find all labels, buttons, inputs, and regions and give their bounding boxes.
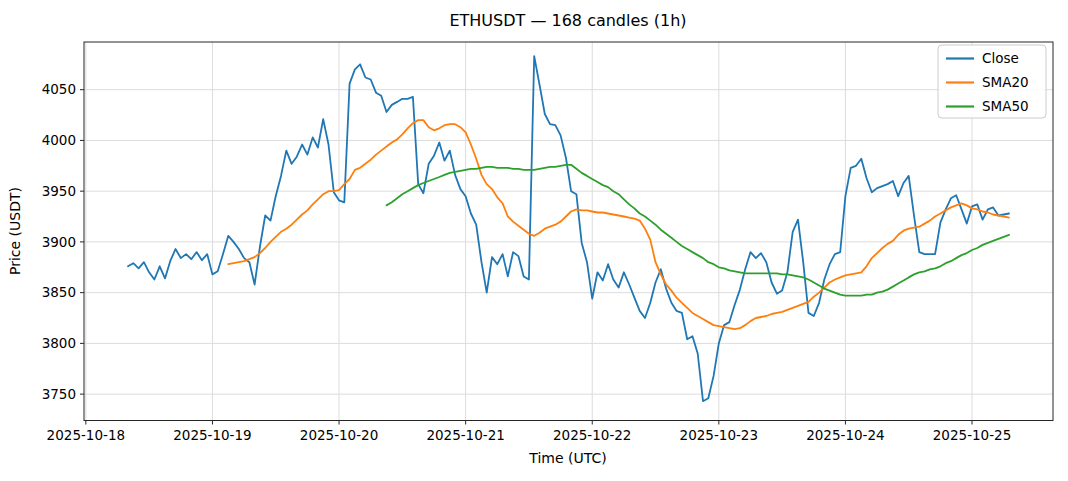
- x-tick-label: 2025-10-18: [47, 427, 125, 443]
- legend-label: SMA50: [982, 98, 1029, 114]
- x-tick-label: 2025-10-22: [553, 427, 631, 443]
- y-tick-label: 3800: [42, 335, 76, 351]
- chart-figure: 3750 3800 3850 3900 3950 4000 4050 2025-10-18 20…: [0, 0, 1068, 481]
- x-tick-label: 2025-10-20: [300, 427, 378, 443]
- y-tick-label: 4050: [42, 81, 76, 97]
- y-tick-label: 3950: [42, 183, 76, 199]
- chart-title: ETHUSDT — 168 candles (1h): [449, 11, 686, 30]
- x-tick-label: 2025-10-23: [680, 427, 758, 443]
- x-tick-label: 2025-10-19: [173, 427, 251, 443]
- plot-area: 3750 3800 3850 3900 3950 4000 4050 2025-10-18 20…: [42, 42, 1053, 443]
- x-tick-label: 2025-10-24: [806, 427, 884, 443]
- y-tick-label: 3850: [42, 284, 76, 300]
- close-line: [128, 56, 1009, 401]
- ethusdt-line-chart: 3750 3800 3850 3900 3950 4000 4050 2025-10-18 20…: [0, 0, 1068, 481]
- legend: Close SMA20 SMA50: [938, 45, 1046, 118]
- y-tick-label: 3900: [42, 234, 76, 250]
- legend-label: SMA20: [982, 74, 1029, 90]
- x-axis-label: Time (UTC): [528, 450, 606, 466]
- y-tick-label: 3750: [42, 386, 76, 402]
- axes-spines: [84, 42, 1053, 421]
- x-tick-label: 2025-10-25: [933, 427, 1011, 443]
- sma20-line: [228, 120, 1009, 329]
- y-tick-label: 4000: [42, 132, 76, 148]
- legend-label: Close: [982, 50, 1019, 66]
- y-axis-label: Price (USDT): [7, 187, 23, 275]
- x-tick-label: 2025-10-21: [426, 427, 504, 443]
